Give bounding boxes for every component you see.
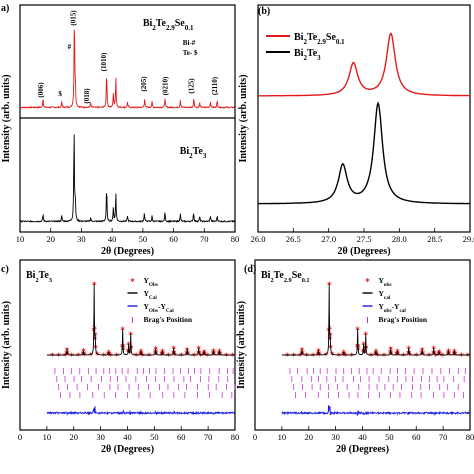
panel-c-legend-cal: YCal — [144, 289, 158, 301]
panel-c-xtick-label: 10 — [43, 432, 52, 442]
panel-d-xtick-label: 80 — [466, 432, 474, 442]
panel-c-xtick-label: 50 — [150, 432, 159, 442]
panel-a-red-curve — [19, 29, 236, 109]
panel-d-obs-point: ✶ — [327, 330, 334, 339]
panel-c-legend-obs: YObs — [144, 276, 158, 288]
panel-d-legend-obs: Yobs — [379, 276, 392, 288]
panel-a-annotation: (2110) — [211, 76, 219, 95]
panel-a-xtick-label: 80 — [231, 234, 240, 244]
panel-b-xtick-label: 28.5 — [427, 234, 442, 244]
panel-c-legend-obs-marker: ✶ — [129, 276, 136, 285]
panel-d-legend-cal: Ycal — [379, 289, 391, 301]
panel-d-xtick-label: 70 — [439, 432, 448, 442]
panel-c-xtick-label: 70 — [204, 432, 213, 442]
panel-a-xtick-label: 30 — [77, 234, 86, 244]
panel-b-frame — [257, 4, 471, 233]
panel-d-legend-diff: Yobs-Ycal — [379, 302, 407, 314]
panel-a-black-label: Bi2Te3 — [180, 146, 207, 160]
panel-c-legend-bragg: Brag's Position — [144, 315, 193, 324]
panel-a-xtick-label: 40 — [108, 234, 117, 244]
panel-d-diff-curve — [281, 405, 471, 417]
panel-a-legend-te: Te- $ — [183, 49, 198, 57]
panel-a-xtick-label: 60 — [169, 234, 178, 244]
panel-b-xtick-label: 26.0 — [251, 234, 266, 244]
panel-c-xlabel: 2θ (Degrees) — [101, 444, 154, 455]
panel-a-marker: $ — [58, 90, 62, 98]
panel-a-annotation: (205) — [140, 76, 148, 92]
panel-d-xtick-label: 10 — [278, 432, 287, 442]
panel-b-legend-black-label: Bi2Te3 — [294, 48, 321, 62]
panel-a-marker: # — [68, 43, 72, 51]
panel-d-xtick-label: 50 — [385, 432, 394, 442]
panel-a-annotation: (1010) — [100, 52, 108, 71]
panel-d-ylabel: Intensity (arb. units) — [236, 301, 247, 389]
panel-b-xlabel: 2θ (Degrees) — [337, 246, 390, 257]
panel-a-red-label: Bi2Te2.9Se0.1 — [143, 18, 194, 32]
panel-c-xtick-label: 30 — [96, 432, 105, 442]
panel-a-xtick-label: 10 — [16, 234, 25, 244]
panel-a-xtick-label: 50 — [139, 234, 148, 244]
panel-b-xtick-label: 27.5 — [357, 234, 372, 244]
panel-d-xlabel: 2θ (Degrees) — [336, 444, 389, 455]
panel-b-xtick-label: 26.5 — [286, 234, 301, 244]
panel-d-legend-bragg: Brag's Position — [379, 315, 428, 324]
panel-c-diff-curve — [46, 406, 236, 416]
panel-b-xtick-label: 29.0 — [463, 234, 474, 244]
panel-c-calc-curve — [46, 283, 235, 356]
panel-a-label: a) — [1, 3, 9, 14]
panel-d-calc-curve — [281, 283, 470, 356]
panel-b-legend-red-label: Bi2Te2.9Se0.1 — [294, 32, 345, 46]
panel-a-annotation: (015) — [69, 10, 77, 26]
panel-a-annotation: (006) — [37, 82, 45, 98]
panel-d-obs-point: ✶ — [362, 329, 369, 338]
panel-d-label: (d) — [244, 264, 256, 275]
panel-d-title: Bi2Te2.9Se0.1 — [261, 270, 310, 284]
panel-b-label: (b) — [258, 6, 270, 17]
panel-c-obs-point: ✶ — [127, 329, 134, 338]
panel-c-obs-point: ✶ — [92, 330, 99, 339]
panel-c-label: c) — [1, 264, 9, 275]
panel-c-xtick-label: 60 — [177, 432, 186, 442]
panel-c-xtick-label: 80 — [231, 432, 240, 442]
panel-c-legend-diff: YObs-YCal — [144, 302, 175, 314]
panel-a-xlabel: 2θ (Degrees) — [101, 246, 154, 257]
panel-a-xtick-label: 20 — [46, 234, 55, 244]
panel-a-legend-bi: Bi-# — [183, 39, 196, 47]
panel-b-red-curve — [258, 32, 470, 97]
panel-d-xtick-label: 60 — [412, 432, 421, 442]
panel-c-ylabel: Intensity (arb. units) — [1, 301, 12, 389]
panel-d-xtick-label: 40 — [358, 432, 367, 442]
panel-c-xtick-label: 40 — [123, 432, 132, 442]
panel-b-black-curve — [258, 101, 470, 205]
panel-d-xtick-label: 20 — [305, 432, 314, 442]
panel-a-annotation: (0210) — [161, 76, 169, 95]
panel-c-xtick-label: 0 — [18, 432, 22, 442]
panel-a-black-curve — [19, 134, 236, 223]
panel-a-xtick-label: 70 — [200, 234, 209, 244]
panel-a-annotation: (018) — [83, 88, 91, 104]
panel-c-xtick-label: 20 — [70, 432, 79, 442]
panel-b-xtick-label: 28.0 — [392, 234, 407, 244]
panel-a-ylabel: Intensity (arb. units) — [1, 74, 12, 162]
panel-d-xtick-label: 0 — [253, 432, 257, 442]
panel-d-xtick-label: 30 — [331, 432, 340, 442]
panel-b-xtick-label: 27.0 — [321, 234, 336, 244]
panel-d-legend-obs-marker: ✶ — [364, 276, 371, 285]
panel-c-title: Bi2Te3 — [26, 270, 52, 284]
panel-b-ylabel: Intensity (arb. units) — [238, 74, 249, 162]
panel-a-annotation: (125) — [188, 78, 196, 94]
